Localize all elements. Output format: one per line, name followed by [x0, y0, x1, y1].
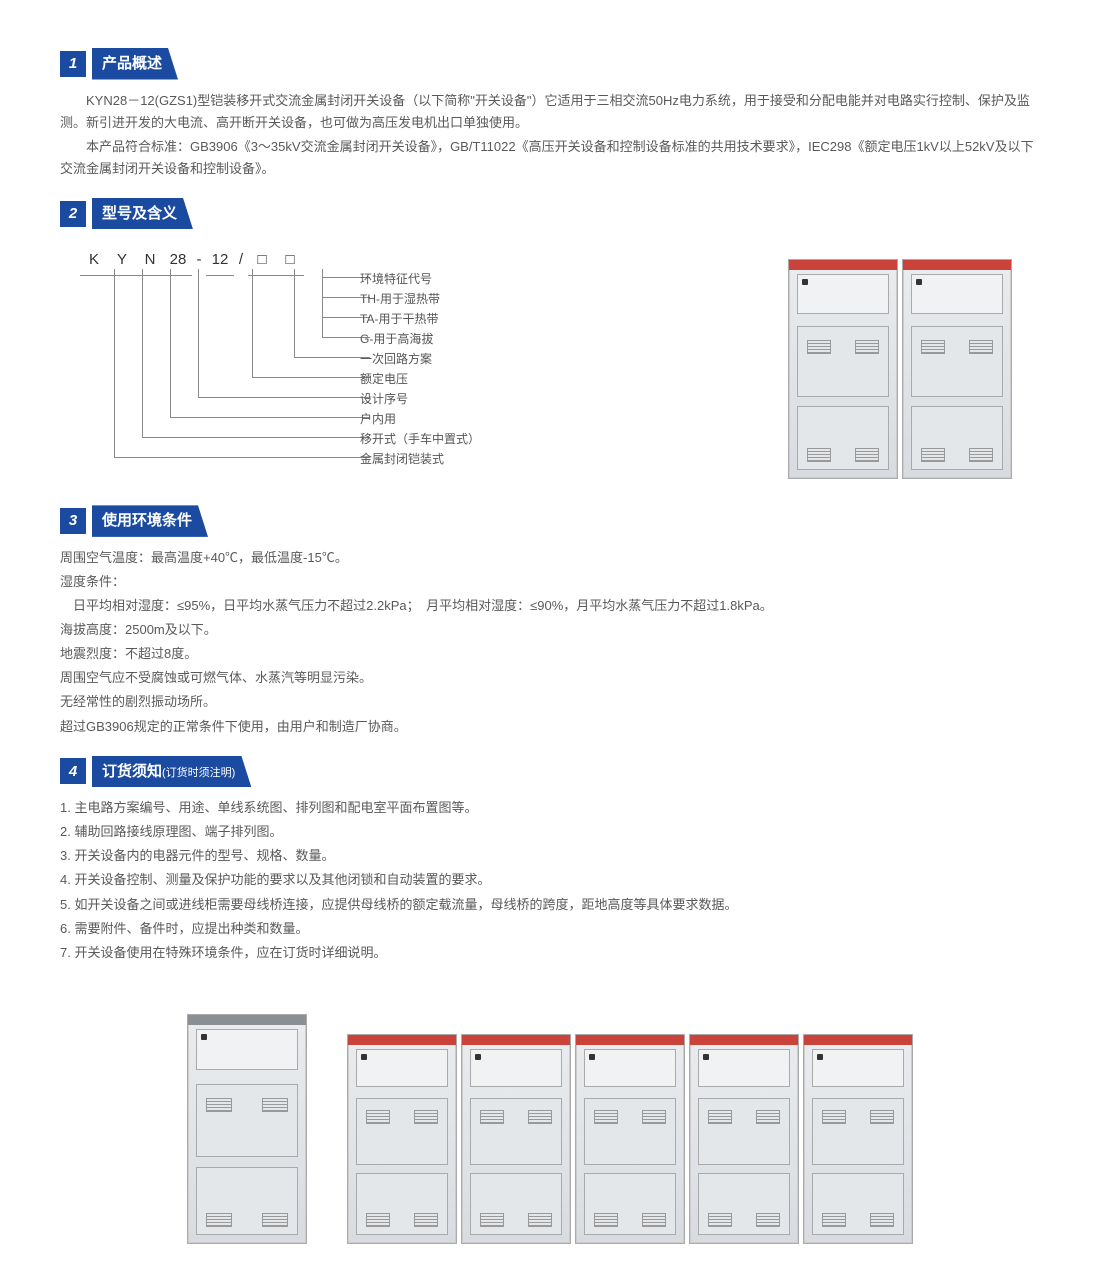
s3-body: 周围空气温度：最高温度+40℃，最低温度-15℃。湿度条件： 日平均相对湿度：≤…	[60, 547, 1040, 738]
s4-item: 2. 辅助回路接线原理图、端子排列图。	[60, 821, 1040, 843]
s3-line: 周围空气应不受腐蚀或可燃气体、水蒸汽等明显污染。	[60, 667, 1040, 689]
code-char: N	[136, 247, 164, 276]
cabinet	[902, 259, 1012, 479]
s3-line: 超过GB3906规定的正常条件下使用，由用户和制造厂协商。	[60, 716, 1040, 738]
section-3-header: 3 使用环境条件	[60, 505, 1040, 537]
code-desc: TH-用于湿热带	[360, 289, 440, 309]
cabinet	[347, 1034, 457, 1244]
code-char: K	[80, 247, 108, 276]
section-4-header: 4 订货须知(订货时须注明)	[60, 756, 1040, 788]
s4-body: 1. 主电路方案编号、用途、单线系统图、排列图和配电室平面布置图等。2. 辅助回…	[60, 797, 1040, 964]
s3-line: 海拔高度：2500m及以下。	[60, 619, 1040, 641]
section-num: 1	[60, 51, 86, 77]
code-desc: 金属封闭铠装式	[360, 449, 444, 469]
s4-item: 1. 主电路方案编号、用途、单线系统图、排列图和配电室平面布置图等。	[60, 797, 1040, 819]
code-desc: TA-用于干热带	[360, 309, 438, 329]
cabinet	[803, 1034, 913, 1244]
s4-title-note: (订货时须注明)	[162, 767, 235, 779]
section-1-header: 1 产品概述	[60, 48, 1040, 80]
code-desc: 一次回路方案	[360, 349, 432, 369]
s4-item: 4. 开关设备控制、测量及保护功能的要求以及其他闭锁和自动装置的要求。	[60, 869, 1040, 891]
code-desc: 环境特征代号	[360, 269, 432, 289]
s4-item: 3. 开关设备内的电器元件的型号、规格、数量。	[60, 845, 1040, 867]
cabinet-image-top	[760, 259, 1040, 479]
code-char: 12	[206, 247, 234, 276]
section-num: 2	[60, 201, 86, 227]
cabinet-image-bottom-left	[187, 1014, 307, 1244]
code-char: Y	[108, 247, 136, 276]
code-desc: 设计序号	[360, 389, 408, 409]
cabinet	[788, 259, 898, 479]
code-char: □	[276, 247, 304, 276]
s1-para-2: 本产品符合标准：GB3906《3～35kV交流金属封闭开关设备》，GB/T110…	[60, 136, 1040, 180]
section-title: 订货须知(订货时须注明)	[92, 756, 251, 788]
bottom-cabinet-row	[60, 994, 1040, 1244]
section-title: 使用环境条件	[92, 505, 208, 537]
s4-item: 6. 需要附件、备件时，应提出种类和数量。	[60, 918, 1040, 940]
code-char: /	[234, 247, 248, 276]
code-char: -	[192, 247, 206, 276]
cabinet	[187, 1014, 307, 1244]
s3-line: 周围空气温度：最高温度+40℃，最低温度-15℃。	[60, 547, 1040, 569]
s4-item: 5. 如开关设备之间或进线柜需要母线桥连接，应提供母线桥的额定载流量，母线桥的跨…	[60, 894, 1040, 916]
model-code-diagram: KYN28-12/□□ 环境特征代号TH-用于湿热带TA-用于干热带G-用于高海…	[60, 247, 730, 487]
section-title: 产品概述	[92, 48, 178, 80]
code-desc: 移开式（手车中置式）	[360, 429, 480, 449]
s4-title-main: 订货须知	[102, 763, 162, 780]
section-num: 3	[60, 508, 86, 534]
s1-para-1: KYN28－12(GZS1)型铠装移开式交流金属封闭开关设备（以下简称"开关设备…	[60, 90, 1040, 134]
code-desc: 户内用	[360, 409, 396, 429]
section-2-header: 2 型号及含义	[60, 198, 1040, 230]
cabinet-image-bottom-right	[347, 1034, 913, 1244]
s4-item: 7. 开关设备使用在特殊环境条件，应在订货时详细说明。	[60, 942, 1040, 964]
code-desc: 额定电压	[360, 369, 408, 389]
code-char: 28	[164, 247, 192, 276]
section-title: 型号及含义	[92, 198, 193, 230]
section-num: 4	[60, 758, 86, 784]
cabinet	[461, 1034, 571, 1244]
cabinet	[689, 1034, 799, 1244]
s3-line: 湿度条件：	[60, 571, 1040, 593]
code-desc: G-用于高海拔	[360, 329, 433, 349]
s3-line: 日平均相对湿度：≤95%，日平均水蒸气压力不超过2.2kPa； 月平均相对湿度：…	[60, 595, 1040, 617]
cabinet	[575, 1034, 685, 1244]
s3-line: 地震烈度：不超过8度。	[60, 643, 1040, 665]
s3-line: 无经常性的剧烈振动场所。	[60, 691, 1040, 713]
